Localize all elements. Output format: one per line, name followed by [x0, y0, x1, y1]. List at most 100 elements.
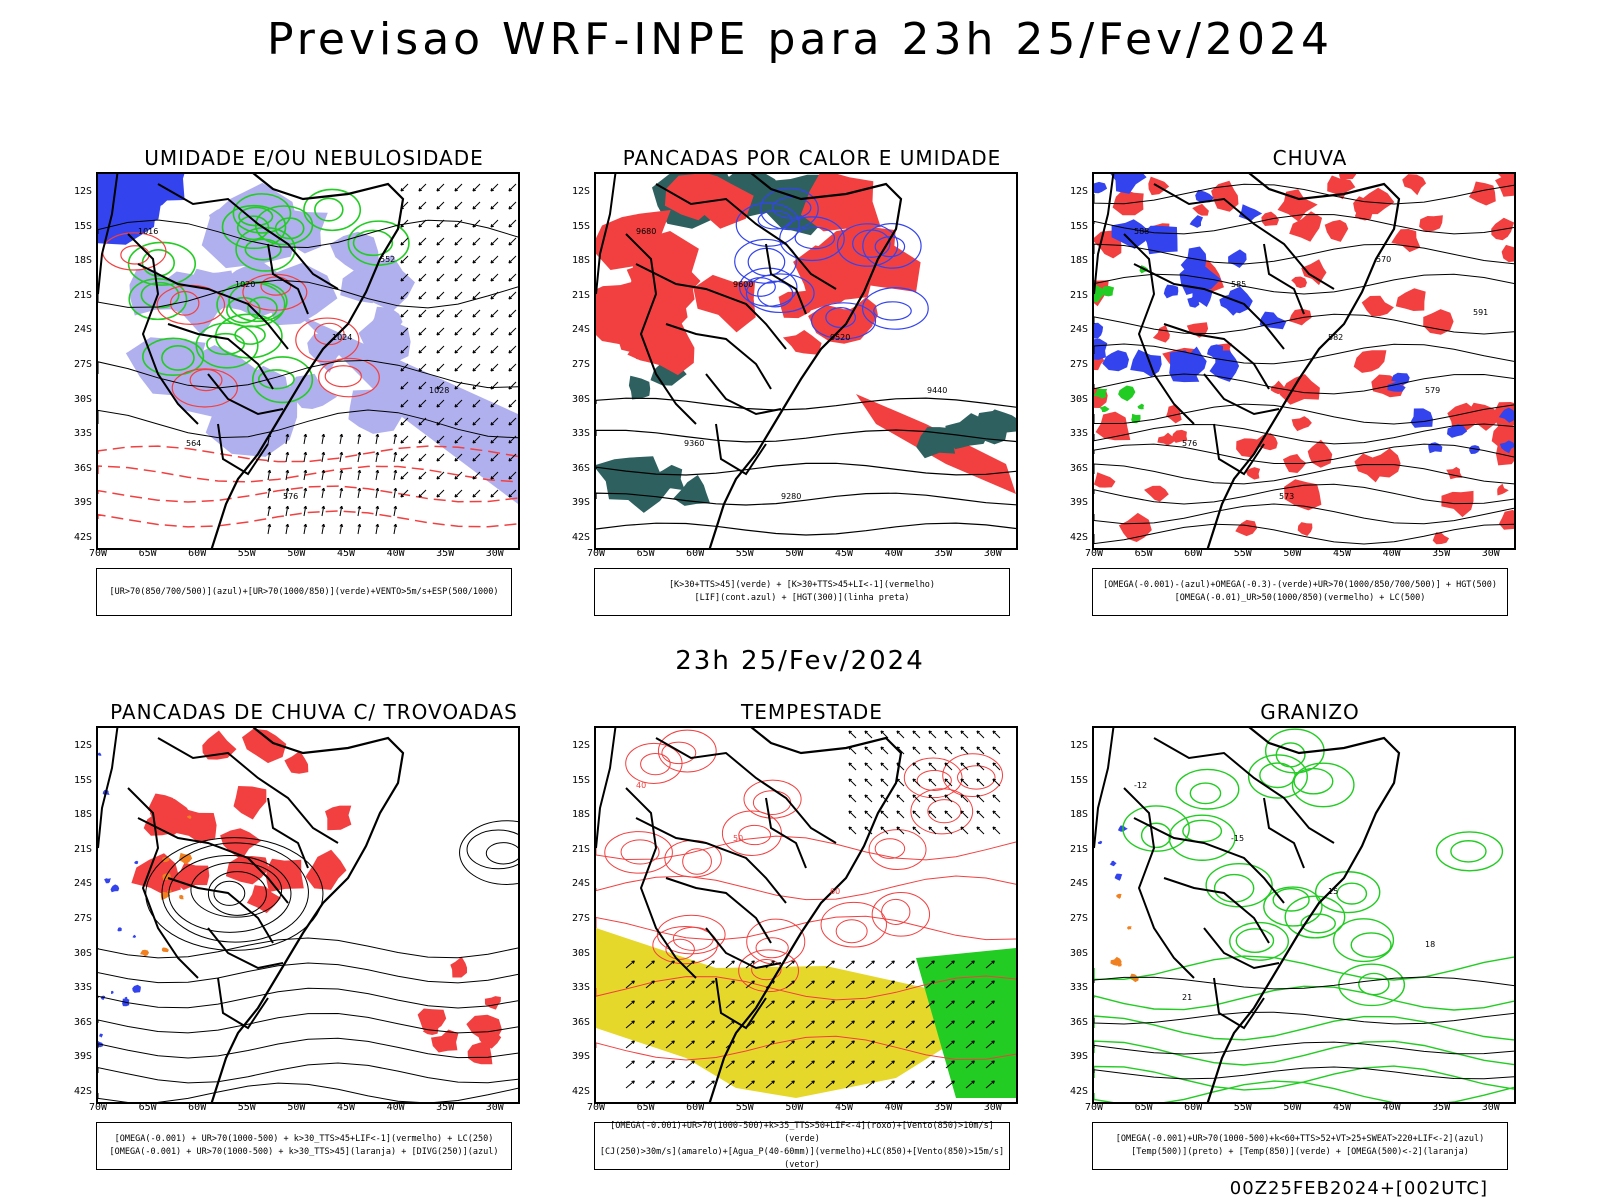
lif-contour [825, 307, 857, 329]
wind-vector [436, 386, 440, 390]
lif-contour [734, 238, 797, 284]
wind-vector [960, 762, 969, 771]
wind850-area [916, 948, 1016, 1098]
lat-tick-label: 42S [73, 1086, 92, 1097]
lat-tick-label: 33S [571, 428, 590, 440]
wind-vector [992, 762, 1001, 771]
longitude-labels: 70W 65W 60W 55W 50W 45W 40W 35W 30W [587, 1102, 1018, 1116]
wind-vector [375, 470, 379, 481]
wind-vector [436, 440, 440, 444]
lat-tick-label: 12S [571, 186, 590, 197]
wind-vector [845, 1040, 855, 1049]
wind-vector [303, 451, 308, 456]
wind-vector [845, 960, 855, 969]
wind-vector [976, 762, 985, 771]
wind-vector [631, 1080, 635, 1084]
wind-vector [905, 1060, 915, 1069]
omega-area [1122, 174, 1138, 180]
wind-vector [960, 778, 969, 787]
wind-vector [472, 219, 481, 228]
ur-low-contour [216, 281, 286, 328]
ur-mid-area [205, 375, 298, 457]
wind-vector [751, 980, 755, 984]
wind-vector [436, 399, 445, 408]
lon-tick-label: 40W [884, 548, 903, 559]
coastline [1094, 174, 1115, 295]
lat-tick-label: 30S [571, 393, 590, 405]
wind-vector [992, 794, 996, 798]
wind-vector [321, 452, 325, 463]
wind-vector [845, 1080, 855, 1089]
omega-area [1391, 372, 1410, 386]
wind-vector [971, 1020, 975, 1024]
lat-tick-label: 18S [571, 809, 590, 821]
hgt500-contour [1094, 443, 1514, 465]
wind-vector [871, 1020, 875, 1024]
map-umidade: 1016 1020 1024 1028 564 576 552 [96, 172, 520, 550]
precip-water-contour [640, 752, 671, 776]
thickness-contour [171, 368, 238, 408]
wind-vector [912, 810, 921, 819]
wind-vector [418, 237, 427, 246]
wind-vector [357, 506, 361, 517]
wind-vector [891, 1020, 895, 1024]
wind-vector [791, 1020, 795, 1024]
wind-vector [912, 778, 916, 782]
streamline [190, 861, 283, 918]
wind-vector [825, 1060, 835, 1069]
wind-vector [785, 1020, 795, 1029]
lat-tick-label: 39S [571, 497, 590, 509]
political-border [1123, 233, 1195, 425]
wind-vector [945, 1060, 955, 1069]
wind-vector [931, 1080, 935, 1084]
wind-vector [472, 345, 481, 354]
temp850-contour [1300, 913, 1336, 934]
wind-vector [992, 826, 996, 830]
wind-vector [508, 494, 512, 498]
wind-vector [985, 1000, 995, 1009]
wind-vector [418, 242, 422, 246]
wind-vector [472, 476, 476, 480]
wind-vector [357, 452, 361, 463]
wind-vector [992, 746, 1001, 755]
wind-vector [671, 1080, 675, 1084]
wind-vector [418, 458, 422, 462]
convection-area [187, 815, 192, 819]
ur-low-contour [206, 332, 246, 356]
lat-tick-label: 27S [1069, 913, 1088, 924]
political-border [137, 817, 289, 904]
wind-vector [671, 960, 675, 964]
lon-tick-label: 40W [884, 1102, 903, 1113]
wind-vector [871, 960, 875, 964]
lat-tick-label: 33S [73, 428, 92, 440]
wind-vector [339, 487, 344, 492]
longitude-labels: 70W 65W 60W 55W 50W 45W 40W 35W 30W [1085, 1102, 1516, 1116]
wind-vector [960, 826, 964, 830]
contour-label: 18 [1425, 940, 1435, 949]
wind-vector [965, 960, 975, 969]
thunderstorm-area [325, 805, 352, 831]
wind-vector [490, 350, 494, 354]
wind-vector [508, 453, 517, 462]
precip-water-contour [665, 938, 695, 960]
precip-water-contour [916, 769, 952, 791]
wind-vector [454, 350, 458, 354]
temp850-contour [1275, 742, 1306, 768]
wind-vector [991, 980, 995, 984]
political-border [715, 977, 767, 1030]
lat-tick-label: 39S [73, 1051, 92, 1063]
wind-vector [928, 730, 932, 734]
wind-vector [357, 469, 362, 474]
wind-vector [267, 487, 272, 492]
ur-low-contour [235, 226, 296, 272]
wind-vector [944, 794, 948, 798]
wind-vector [864, 826, 873, 835]
omega-area [1192, 287, 1213, 307]
wind-vector [285, 434, 289, 445]
wind-vector [357, 470, 361, 481]
wind-vector [454, 296, 458, 300]
wind-vector [454, 381, 463, 390]
lat-tick-label: 39S [571, 1051, 590, 1063]
wind-vector [848, 810, 852, 814]
divergence-area [98, 1033, 103, 1038]
